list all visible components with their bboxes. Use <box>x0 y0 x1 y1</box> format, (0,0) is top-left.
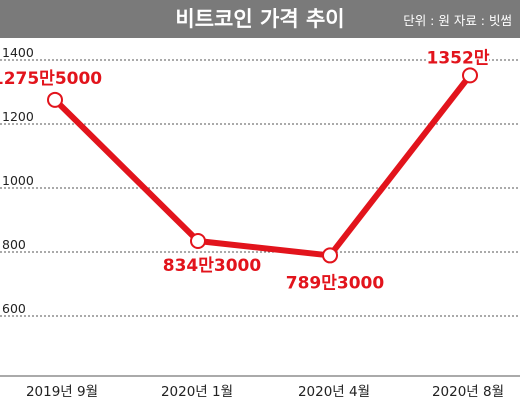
y-tick-label: 800 <box>2 237 26 252</box>
data-point-marker <box>190 233 206 250</box>
x-tick-label: 2020년 4월 <box>298 384 370 400</box>
series-layer <box>52 72 473 259</box>
y-axis-tick-labels: 600 800 1000 1200 1400 <box>2 45 34 316</box>
data-point-label: 789만3000 <box>286 273 385 293</box>
series-line <box>52 72 473 259</box>
chart-title: 비트코인 가격 추이 <box>175 7 344 31</box>
y-tick-label: 1200 <box>2 109 34 124</box>
grid-lines <box>0 59 520 317</box>
x-axis-tick-labels: 2019년 9월 2020년 1월 2020년 4월 2020년 8월 <box>26 384 504 400</box>
chart-header-bar <box>0 0 520 38</box>
data-point-label: 834만3000 <box>163 256 262 276</box>
data-point-label: 1352만 <box>427 48 490 68</box>
x-tick-label: 2020년 1월 <box>161 384 233 400</box>
data-point-label: 1275만5000 <box>0 69 102 89</box>
y-tick-label: 1400 <box>2 45 34 60</box>
data-label-layer: 1275만5000 834만3000 789만3000 1352만 <box>0 46 492 295</box>
x-tick-label: 2019년 9월 <box>26 384 98 400</box>
data-point-marker <box>462 67 478 84</box>
data-point-marker <box>47 91 63 108</box>
data-point-marker <box>322 247 338 264</box>
unit-source-note: 단위 : 원 자료 : 빗썸 <box>403 13 512 28</box>
x-tick-label: 2020년 8월 <box>432 384 504 400</box>
y-tick-label: 1000 <box>2 173 34 188</box>
y-tick-label: 600 <box>2 301 26 316</box>
